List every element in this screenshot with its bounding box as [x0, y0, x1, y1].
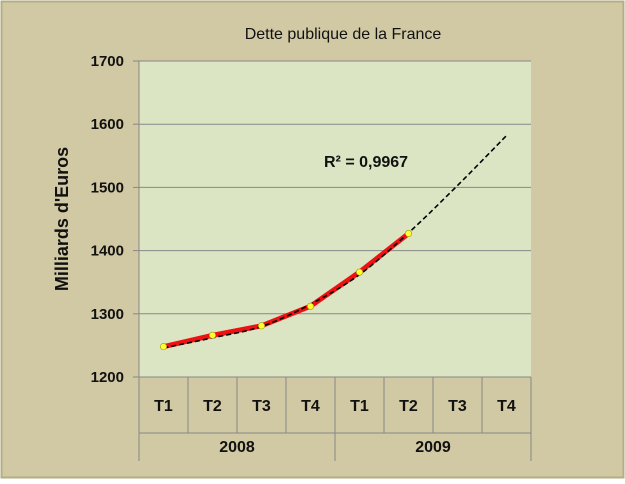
y-tick-label: 1500: [91, 179, 124, 196]
series-line: [161, 231, 411, 350]
data-point: [306, 302, 314, 310]
x-tick-label: T3: [252, 398, 271, 415]
data-series: [160, 135, 508, 351]
y-tick-label: 1600: [91, 116, 124, 133]
x-tick-label: T2: [399, 398, 418, 415]
y-tick-label: 1200: [91, 369, 124, 386]
labels: Dette publique de la France Milliards d'…: [52, 26, 441, 291]
group-label: 2009: [415, 439, 451, 456]
y-tick-label: 1400: [91, 243, 124, 260]
y-tick-label: 1300: [91, 306, 124, 323]
gridlines: [139, 60, 531, 315]
data-point: [257, 322, 265, 330]
x-tick-label: T4: [497, 398, 516, 415]
y-tick-label: 1700: [91, 53, 124, 70]
data-point: [160, 343, 168, 351]
data-point: [404, 230, 412, 238]
data-point: [355, 268, 363, 276]
x-tick-label: T2: [203, 398, 222, 415]
x-tick-label: T1: [350, 398, 369, 415]
plot-area-background: [139, 61, 531, 377]
x-tick-label: T3: [448, 398, 467, 415]
x-tick-label: T4: [301, 398, 320, 415]
y-axis-title: Milliards d'Euros: [52, 147, 72, 291]
trendline-path: [163, 135, 508, 349]
group-label: 2008: [219, 439, 255, 456]
axes: 1200 1300 1400 1500 1600 1700 T1 T2 T3 T4 T1 T2 T3 T4…: [91, 53, 532, 461]
data-point: [209, 331, 217, 339]
chart-title: Dette publique de la France: [245, 26, 442, 43]
r-squared-annotation: R² = 0,9967: [324, 154, 408, 171]
x-tick-label: T1: [154, 398, 173, 415]
